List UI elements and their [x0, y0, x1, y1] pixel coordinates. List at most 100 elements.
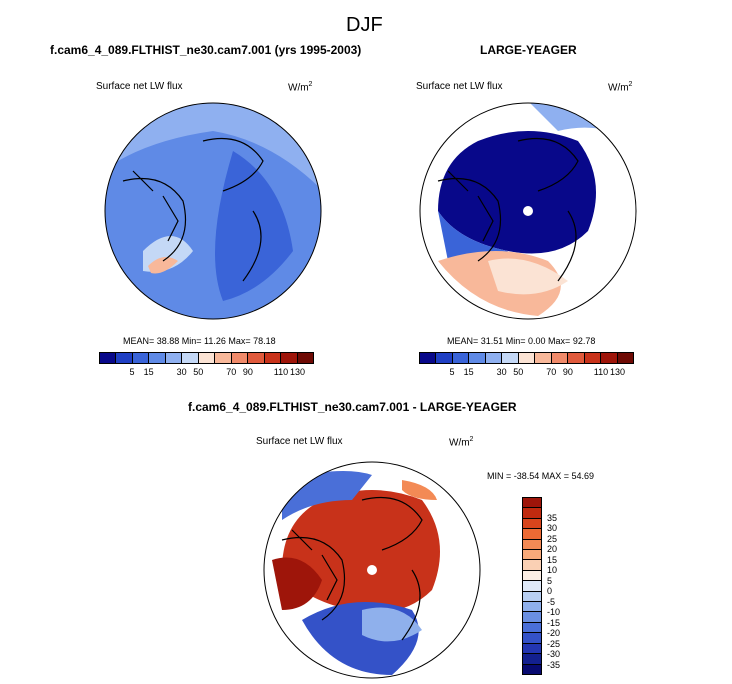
panel1-variable: Surface net LW flux [96, 81, 183, 92]
colorbar-swatch [523, 612, 541, 623]
colorbar-tick-label: 70 [546, 367, 557, 377]
colorbar-swatch [523, 602, 541, 613]
panel1-fill-east [215, 151, 293, 301]
panel2-title: LARGE-YEAGER [480, 43, 577, 57]
colorbar-swatch [264, 353, 282, 363]
colorbar-swatch [420, 353, 437, 363]
season-title: DJF [346, 14, 383, 36]
panel1-stats: MEAN= 38.88 Min= 11.26 Max= 78.18 [123, 336, 276, 346]
panel3-units: W/m2 [449, 436, 474, 449]
panel2-fill-core [438, 131, 596, 254]
colorbar-swatch [132, 353, 150, 363]
colorbar-swatch [116, 353, 133, 363]
panel2-fill-edge [438, 211, 508, 265]
colorbar-tick-label: -30 [547, 649, 561, 660]
panel1-fill-warm [148, 257, 178, 274]
panel1-fill-base [105, 103, 321, 319]
colorbar-tick-label: 10 [547, 565, 558, 576]
colorbar-tick-label: 50 [513, 367, 524, 377]
panel3-colorbar [522, 497, 542, 675]
panel2-fill-pale [488, 258, 568, 295]
colorbar-swatch [523, 591, 541, 603]
colorbar-tick-label: 110 [273, 367, 289, 377]
colorbar-swatch [523, 570, 541, 582]
colorbar-swatch [523, 529, 541, 540]
panel3-polar-map [263, 461, 481, 679]
colorbar-swatch [584, 353, 602, 363]
colorbar-swatch [248, 353, 265, 363]
panel2-units: W/m2 [608, 81, 633, 94]
colorbar-tick-label: -10 [547, 607, 561, 618]
panel3-coastlines [281, 496, 423, 641]
colorbar-swatch [523, 539, 541, 551]
colorbar-tick-label: 90 [242, 367, 253, 377]
colorbar-swatch [523, 664, 541, 674]
colorbar-swatch [523, 643, 541, 655]
colorbar-swatch [215, 353, 232, 363]
panel3-stats: MIN = -38.54 MAX = 54.69 [487, 471, 595, 481]
panel3-fill-warm [402, 480, 437, 500]
colorbar-tick-label: 130 [609, 367, 625, 377]
panel3-variable: Surface net LW flux [256, 436, 343, 447]
colorbar-swatch [523, 633, 541, 644]
colorbar-tick-label: 15 [143, 367, 154, 377]
colorbar-tick-label: -15 [547, 617, 561, 628]
colorbar-swatch [502, 353, 519, 363]
panel1-title: f.cam6_4_089.FLTHIST_ne30.cam7.001 (yrs … [50, 43, 362, 57]
panel2-colorbar-ticks: 5 15 30 50 70 90 110 130 [419, 367, 634, 379]
colorbar-tick-label: -20 [547, 628, 561, 639]
colorbar-swatch [149, 353, 166, 363]
panel2-variable: Surface net LW flux [416, 81, 503, 92]
panel2-pole-marker [523, 206, 533, 216]
colorbar-tick-label: 110 [593, 367, 609, 377]
colorbar-tick-label: -25 [547, 638, 561, 649]
colorbar-swatch [469, 353, 486, 363]
colorbar-tick-label: 90 [562, 367, 573, 377]
colorbar-tick-label: 30 [496, 367, 507, 377]
colorbar-swatch [518, 353, 536, 363]
colorbar-tick-label: 30 [547, 523, 558, 534]
colorbar-tick-label: 0 [547, 586, 553, 597]
colorbar-tick-label: 20 [547, 544, 558, 555]
panel1-coastlines [122, 137, 264, 282]
colorbar-swatch [617, 353, 634, 363]
colorbar-swatch [231, 353, 249, 363]
colorbar-swatch [568, 353, 585, 363]
colorbar-swatch [523, 560, 541, 571]
panel2-polar-map [419, 102, 637, 320]
colorbar-swatch [165, 353, 183, 363]
panel1-units: W/m2 [288, 81, 313, 94]
panel1-polar-map [104, 102, 322, 320]
colorbar-swatch [100, 353, 117, 363]
colorbar-swatch [523, 498, 541, 509]
panel3-title: f.cam6_4_089.FLTHIST_ne30.cam7.001 - LAR… [188, 400, 517, 414]
colorbar-swatch [198, 353, 216, 363]
colorbar-swatch [485, 353, 503, 363]
panel3-pole-marker [367, 565, 377, 575]
panel2-coastlines [437, 137, 579, 282]
colorbar-swatch [551, 353, 569, 363]
colorbar-swatch [523, 622, 541, 634]
colorbar-swatch [535, 353, 552, 363]
colorbar-swatch [297, 353, 314, 363]
colorbar-tick-label: -5 [547, 596, 556, 607]
colorbar-tick-label: -35 [547, 659, 561, 670]
colorbar-tick-label: 50 [193, 367, 204, 377]
panel2-colorbar [419, 352, 634, 364]
colorbar-swatch [436, 353, 453, 363]
panel3-fill-core [282, 490, 440, 613]
panel2-stats: MEAN= 31.51 Min= 0.00 Max= 92.78 [447, 336, 596, 346]
colorbar-tick-label: 25 [547, 533, 558, 544]
colorbar-swatch [452, 353, 470, 363]
panel1-fill-north [105, 103, 321, 191]
colorbar-tick-label: 5 [129, 367, 135, 377]
colorbar-swatch [523, 550, 541, 561]
colorbar-tick-label: 130 [289, 367, 305, 377]
colorbar-swatch [281, 353, 298, 363]
colorbar-tick-label: 5 [449, 367, 455, 377]
colorbar-swatch [523, 508, 541, 519]
colorbar-tick-label: 15 [463, 367, 474, 377]
colorbar-tick-label: 35 [547, 512, 558, 523]
colorbar-tick-label: 30 [176, 367, 187, 377]
colorbar-swatch [523, 654, 541, 665]
